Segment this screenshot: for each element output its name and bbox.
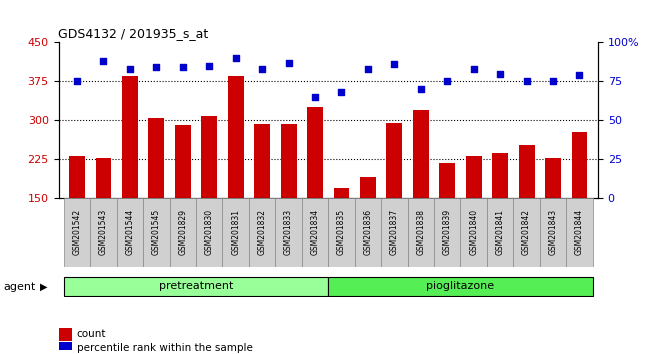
Point [442, 79, 452, 84]
Bar [519, 145, 534, 198]
Text: GSM201543: GSM201543 [99, 209, 108, 255]
Bar [96, 158, 111, 198]
Point [389, 62, 400, 67]
Point [310, 94, 320, 100]
Point [151, 64, 162, 70]
Bar [571, 132, 588, 198]
Point [548, 79, 558, 84]
Text: GSM201839: GSM201839 [443, 209, 452, 255]
Bar [355, 198, 381, 267]
Bar [387, 123, 402, 198]
Text: GSM201834: GSM201834 [311, 209, 320, 255]
Bar [143, 198, 170, 267]
Bar [276, 198, 302, 267]
Bar [117, 198, 143, 267]
Text: pioglitazone: pioglitazone [426, 281, 495, 291]
Bar [64, 277, 328, 296]
Bar [328, 198, 355, 267]
Text: GSM201843: GSM201843 [549, 209, 558, 255]
Bar [90, 198, 117, 267]
Text: GSM201833: GSM201833 [284, 209, 293, 255]
Text: GSM201829: GSM201829 [178, 209, 187, 255]
Bar [202, 116, 217, 198]
Point [125, 66, 135, 72]
Text: GSM201831: GSM201831 [231, 209, 240, 255]
Text: GSM201844: GSM201844 [575, 209, 584, 255]
Point [495, 71, 505, 76]
Bar [487, 198, 514, 267]
Bar [122, 76, 138, 198]
Bar [249, 198, 276, 267]
Bar [492, 153, 508, 198]
Point [336, 90, 346, 95]
Text: ▶: ▶ [40, 282, 48, 292]
Text: GSM201545: GSM201545 [152, 209, 161, 255]
Text: GSM201840: GSM201840 [469, 209, 478, 255]
Bar [439, 163, 455, 198]
Bar [281, 124, 296, 198]
Bar [466, 156, 482, 198]
Text: GSM201842: GSM201842 [522, 209, 531, 255]
Text: pretreatment: pretreatment [159, 281, 233, 291]
Point [415, 86, 426, 92]
Text: GSM201837: GSM201837 [390, 209, 399, 255]
Text: GSM201835: GSM201835 [337, 209, 346, 255]
Bar [566, 198, 593, 267]
Bar [175, 125, 190, 198]
Bar [408, 198, 434, 267]
Point [363, 66, 373, 72]
Bar [413, 110, 429, 198]
Bar [307, 107, 323, 198]
Text: GSM201838: GSM201838 [416, 209, 425, 255]
Bar [460, 198, 487, 267]
Bar [254, 124, 270, 198]
Point [231, 55, 241, 61]
Bar [196, 198, 222, 267]
Bar [58, 342, 72, 354]
Bar [434, 198, 460, 267]
Point [257, 66, 267, 72]
Text: count: count [77, 329, 106, 339]
Text: GSM201544: GSM201544 [125, 209, 135, 255]
Bar [514, 198, 540, 267]
Bar [302, 198, 328, 267]
Text: percentile rank within the sample: percentile rank within the sample [77, 343, 253, 353]
Bar [540, 198, 566, 267]
Text: GSM201841: GSM201841 [496, 209, 504, 255]
Text: GSM201832: GSM201832 [257, 209, 266, 255]
Point [575, 72, 585, 78]
Point [177, 64, 188, 70]
Bar [148, 118, 164, 198]
Point [521, 79, 532, 84]
Point [72, 79, 82, 84]
Point [98, 58, 109, 64]
Point [204, 63, 214, 69]
Point [469, 66, 479, 72]
Bar [222, 198, 249, 267]
Bar [64, 198, 90, 267]
Bar [360, 177, 376, 198]
Text: GSM201836: GSM201836 [363, 209, 372, 255]
Text: GSM201830: GSM201830 [205, 209, 214, 255]
Bar [58, 328, 72, 341]
Bar [227, 76, 244, 198]
Point [283, 60, 294, 65]
Bar [69, 156, 85, 198]
Bar [333, 188, 350, 198]
Bar [545, 158, 561, 198]
Bar [328, 277, 593, 296]
Bar [170, 198, 196, 267]
Bar [381, 198, 408, 267]
Text: GDS4132 / 201935_s_at: GDS4132 / 201935_s_at [58, 27, 209, 40]
Text: agent: agent [3, 282, 36, 292]
Text: GSM201542: GSM201542 [73, 209, 81, 255]
